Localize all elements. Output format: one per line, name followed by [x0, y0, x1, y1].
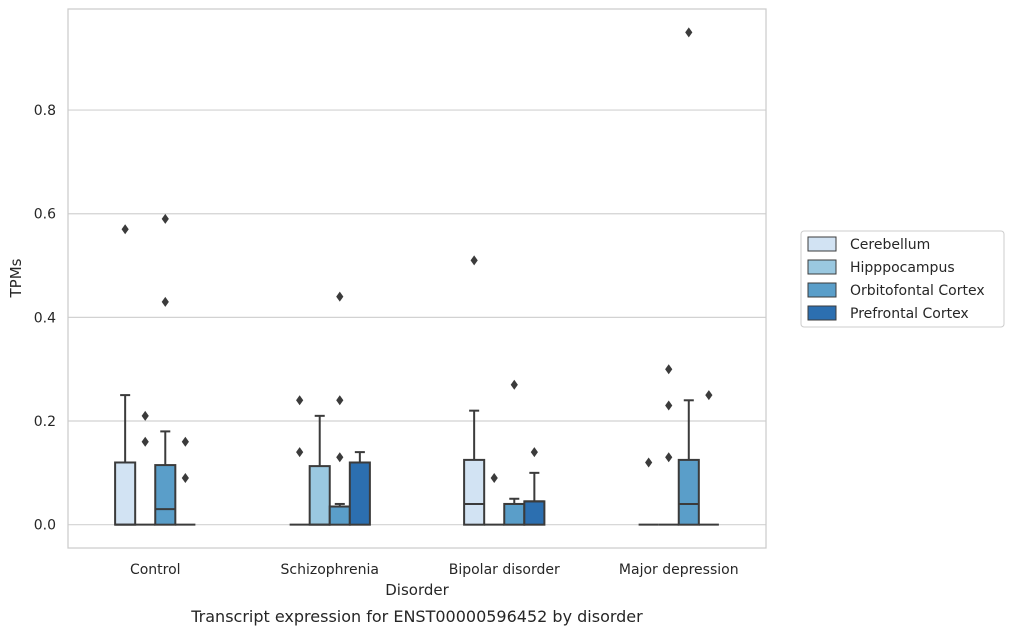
box-prefrontal-cortex [698, 390, 719, 526]
box-hipppocampus [135, 410, 156, 526]
box-orbitofontal-cortex [154, 213, 177, 526]
y-axis-label: TPMs [7, 258, 25, 298]
y-tick-label: 0.2 [34, 414, 56, 430]
box-cerebellum [114, 224, 137, 526]
y-tick-label: 0.4 [34, 310, 56, 326]
box-body [463, 458, 486, 526]
legend-label: Orbitofontal Cortex [850, 283, 985, 299]
outlier-point [665, 364, 673, 375]
box-hipppocampus [658, 364, 679, 526]
outlier-point [470, 255, 478, 266]
outlier-point [685, 27, 693, 38]
box-orbitofontal-cortex [328, 291, 351, 526]
legend-frame [800, 230, 1005, 328]
outlier-point [296, 395, 304, 406]
outlier-point [490, 473, 498, 484]
y-axis-ticks: 0.0 0.2 0.4 0.6 0.8 [34, 103, 56, 534]
outlier-point [645, 457, 653, 468]
legend-swatch [807, 259, 837, 275]
y-tick-label: 0.8 [34, 103, 56, 119]
outlier-point [121, 224, 129, 235]
outlier-point [530, 447, 538, 458]
outlier-point [705, 390, 713, 401]
box-series [114, 27, 719, 526]
outlier-point [181, 473, 189, 484]
box-hipppocampus [308, 414, 331, 526]
y-tick-label: 0.0 [34, 518, 56, 534]
x-tick-label: Bipolar disorder [449, 562, 560, 578]
outlier-point [296, 447, 304, 458]
box-cerebellum [638, 457, 659, 526]
legend-swatch [807, 282, 837, 298]
box-body [348, 461, 371, 526]
legend: Cerebellum Hipppocampus Orbitofontal Corte… [800, 230, 1005, 328]
box-prefrontal-cortex [523, 447, 546, 526]
outlier-point [141, 410, 149, 421]
box-body [523, 500, 546, 526]
box-hipppocampus [484, 473, 505, 526]
y-tick-label: 0.6 [34, 207, 56, 223]
box-orbitofontal-cortex [677, 27, 700, 526]
x-tick-label: Control [130, 562, 181, 578]
box-cerebellum [463, 255, 486, 526]
box-body [677, 458, 700, 526]
outlier-point [141, 436, 149, 447]
box-body [503, 502, 526, 526]
outlier-point [336, 452, 344, 463]
legend-label: Cerebellum [850, 237, 930, 253]
outlier-point [665, 452, 673, 463]
box-prefrontal-cortex [175, 436, 196, 526]
outlier-point [181, 436, 189, 447]
outlier-point [510, 379, 518, 390]
outlier-point [161, 213, 169, 224]
box-prefrontal-cortex [348, 451, 371, 526]
legend-label: Prefrontal Cortex [850, 306, 969, 322]
legend-label: Hipppocampus [850, 260, 955, 276]
legend-swatch [807, 305, 837, 321]
legend-swatch [807, 236, 837, 252]
box-cerebellum [289, 395, 310, 526]
outlier-point [161, 296, 169, 307]
chart-caption: Transcript expression for ENST0000059645… [190, 607, 643, 626]
box-body [328, 505, 351, 526]
box-body [154, 464, 177, 526]
x-tick-label: Schizophrenia [281, 562, 379, 578]
box-body [114, 461, 137, 526]
box-body [308, 465, 331, 526]
outlier-point [665, 400, 673, 411]
x-axis-label: Disorder [385, 581, 449, 599]
plot-frame [67, 8, 767, 549]
outlier-point [336, 291, 344, 302]
x-tick-label: Major depression [619, 562, 739, 578]
x-axis-ticks: Control Schizophrenia Bipolar disorder Majo… [130, 562, 739, 578]
plot-background [68, 9, 766, 548]
outlier-point [336, 395, 344, 406]
